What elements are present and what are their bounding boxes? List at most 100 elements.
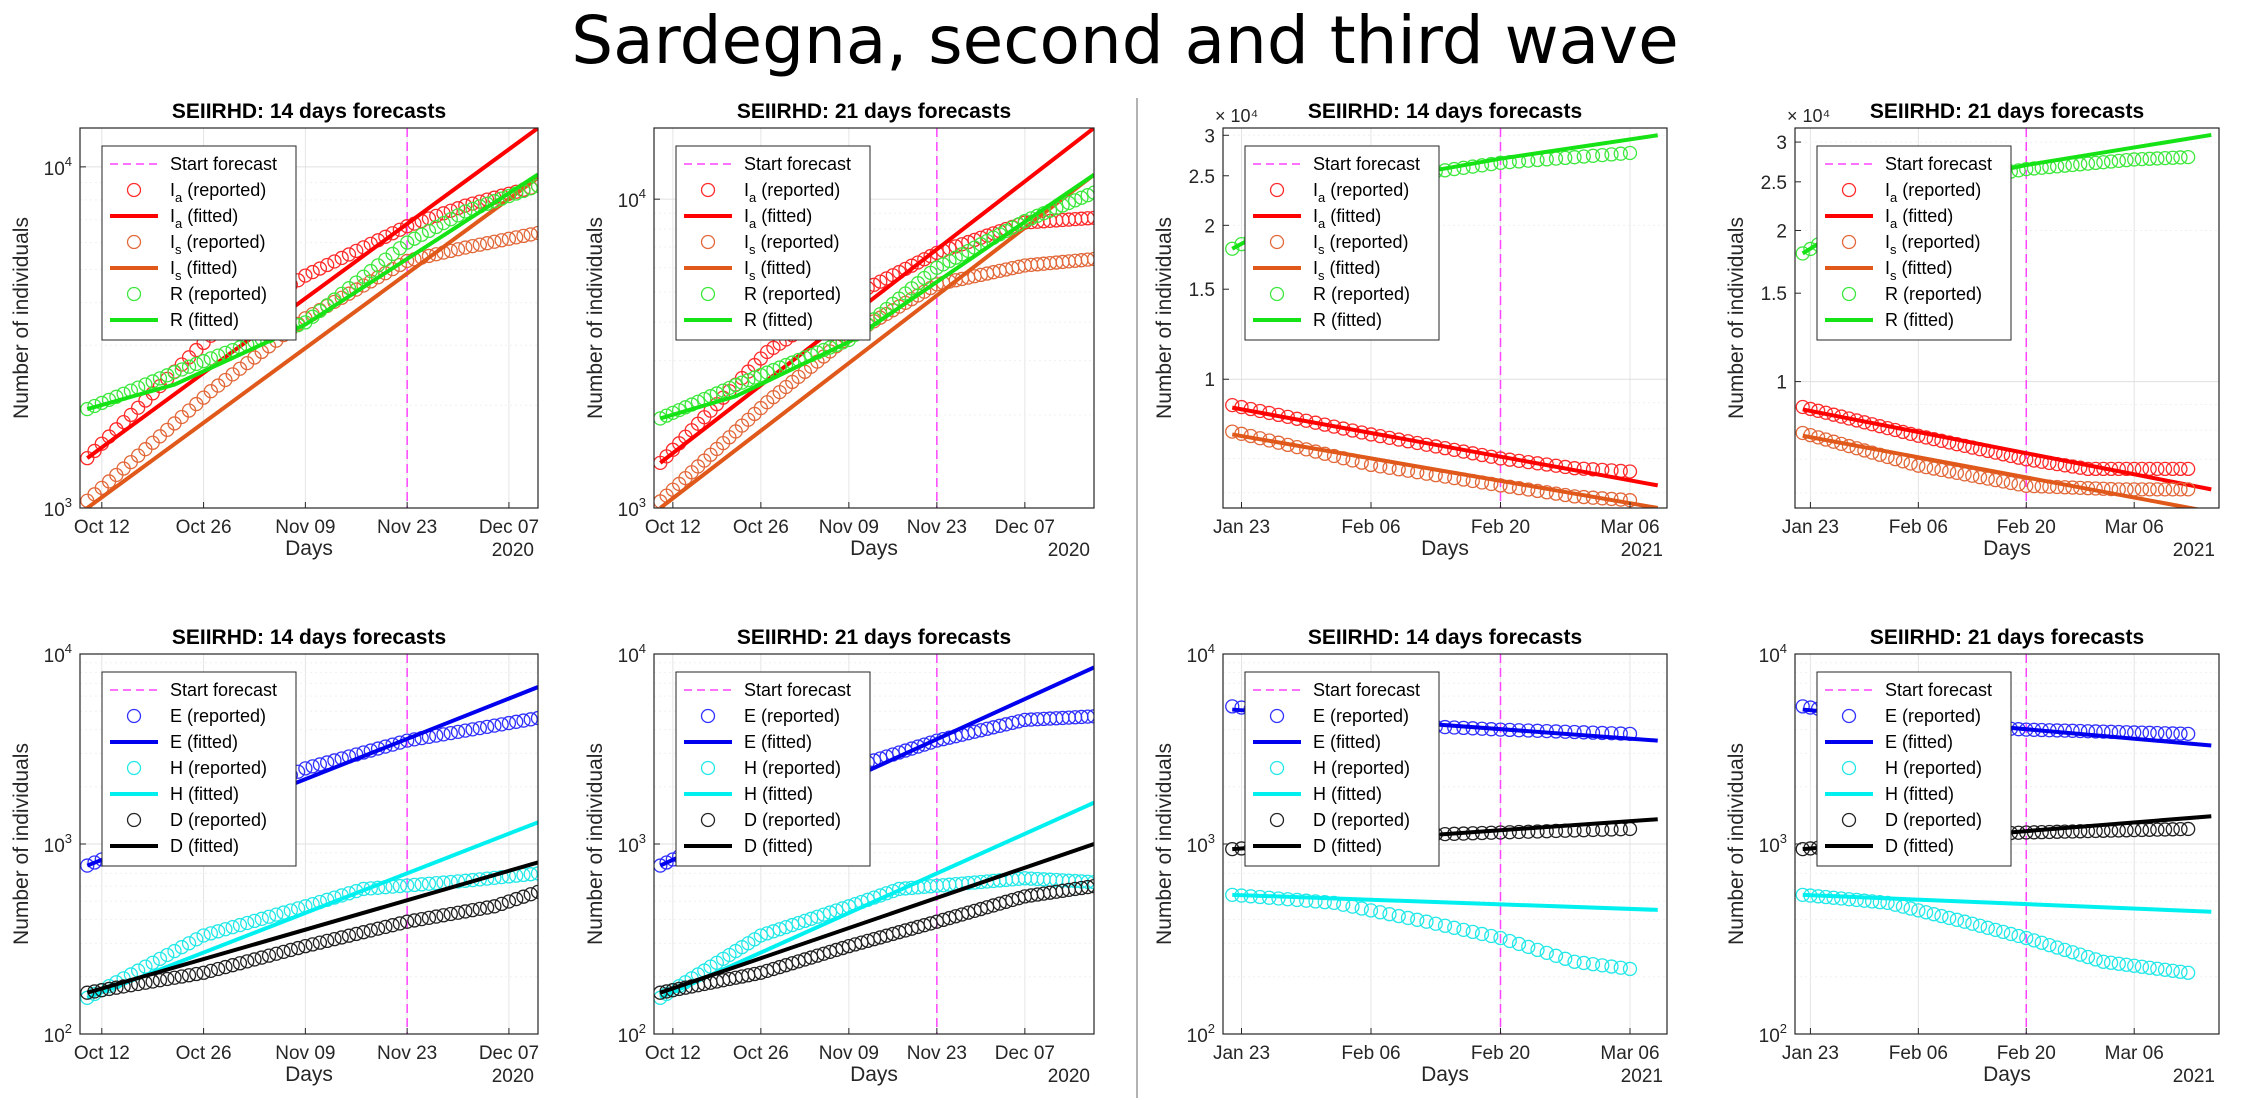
data-point [2150, 725, 2165, 741]
data-point [1622, 145, 1638, 161]
data-point [443, 906, 458, 922]
data-point [1086, 874, 1094, 890]
data-point [1548, 948, 1564, 963]
data-point [1400, 910, 1416, 926]
data-point [1521, 824, 1536, 839]
legend-box [675, 145, 871, 341]
data-point [2019, 930, 2034, 946]
legend-entry: Is (fitted) [1885, 258, 1953, 283]
data-point [2165, 482, 2180, 497]
data-point [494, 869, 509, 885]
y-tick-label: 2 [1204, 216, 1215, 237]
x-tick-label: Dec 07 [479, 1043, 539, 1064]
data-point [530, 178, 538, 193]
y-tick-label: 1.5 [1189, 280, 1215, 301]
y-tick-label: 2.5 [1761, 173, 1787, 194]
data-point [210, 378, 226, 393]
legend-swatch [700, 812, 716, 828]
data-point [1934, 433, 1949, 448]
legend-swatch [700, 708, 716, 724]
data-point [816, 946, 831, 961]
y-tick-label: 103 [618, 831, 646, 857]
data-point [1017, 213, 1033, 229]
data-point [1474, 158, 1490, 173]
legend-entry: E (reported) [1313, 706, 1409, 726]
data-point [2142, 725, 2157, 740]
data-point [1576, 149, 1591, 164]
data-point [1493, 930, 1508, 946]
data-point [2119, 153, 2134, 168]
data-point [487, 718, 502, 733]
data-point [232, 361, 248, 376]
data-point [399, 235, 415, 250]
data-point [2080, 724, 2096, 739]
legend-entry: Ia (fitted) [1885, 206, 1953, 231]
legend-entry: Ia (fitted) [744, 206, 812, 231]
x-tick-label: Feb 06 [1889, 1043, 1948, 1064]
y-exponent-label: × 10⁴ [1787, 106, 1830, 126]
data-point [210, 961, 226, 977]
y-tick-label: 102 [1759, 1021, 1787, 1047]
x-tick-label: Nov 23 [907, 517, 967, 538]
data-point [1613, 726, 1628, 741]
data-point [458, 204, 473, 219]
data-point [370, 921, 386, 936]
data-point [917, 737, 932, 752]
data-point [753, 928, 769, 943]
data-point [167, 943, 182, 959]
x-tick-label: Mar 06 [2105, 1043, 2164, 1064]
data-point [203, 351, 219, 366]
data-point [766, 961, 781, 977]
data-point [450, 242, 466, 257]
year-label: 2021 [2173, 1066, 2215, 1087]
legend-entry: Start forecast [170, 154, 277, 174]
data-point [189, 966, 204, 982]
data-point [1795, 399, 1810, 415]
chart-title: SEIIRHD: 14 days forecasts [172, 626, 446, 649]
legend-swatch [1841, 812, 1857, 828]
data-point [1972, 918, 1988, 933]
chart-title: SEIIRHD: 21 days forecasts [1870, 100, 2144, 123]
data-point [429, 219, 444, 235]
x-tick-label: Dec 07 [479, 517, 539, 538]
x-axis-label: Days [1983, 1063, 2031, 1086]
y-tick-label: 102 [44, 1021, 72, 1047]
data-point [210, 924, 226, 939]
data-point [487, 194, 502, 209]
year-label: 2021 [1621, 1066, 1663, 1087]
data-point [160, 947, 175, 963]
data-point [1080, 211, 1094, 226]
data-point [240, 355, 255, 371]
data-point [2057, 942, 2072, 958]
data-point [1567, 150, 1582, 165]
data-point [2111, 153, 2126, 168]
y-tick-label: 2.5 [1189, 167, 1215, 188]
chart-panel-2: Oct 12 Oct 26 Nov 09 Nov 23 Dec 07 103 104 SEII… [584, 100, 1095, 561]
data-point [349, 243, 364, 259]
legend-entry: Start forecast [1885, 680, 1992, 700]
data-point [1980, 920, 1995, 935]
x-tick-label: Feb 06 [1341, 1043, 1400, 1064]
series-line [1802, 892, 2212, 914]
legend-swatch [126, 234, 142, 250]
data-point [1086, 879, 1094, 894]
y-axis-label: Number of individuals [10, 743, 33, 945]
data-point [1918, 430, 1934, 445]
data-point [1795, 246, 1810, 261]
data-point [240, 915, 255, 931]
y-axis-label: Number of individuals [584, 743, 607, 945]
data-point [116, 979, 131, 994]
legend-entry: Is (fitted) [170, 258, 238, 283]
data-point [1795, 425, 1810, 441]
y-tick-label: 104 [618, 641, 646, 667]
data-point [772, 959, 787, 975]
data-point [2173, 964, 2188, 979]
data-point [414, 227, 429, 242]
data-point [341, 247, 357, 262]
y-tick-label: 1.5 [1761, 284, 1787, 305]
data-point [2065, 945, 2080, 960]
data-point [225, 919, 240, 935]
data-point [2181, 149, 2196, 165]
y-axis-label: Number of individuals [10, 217, 33, 419]
data-point [276, 905, 291, 920]
